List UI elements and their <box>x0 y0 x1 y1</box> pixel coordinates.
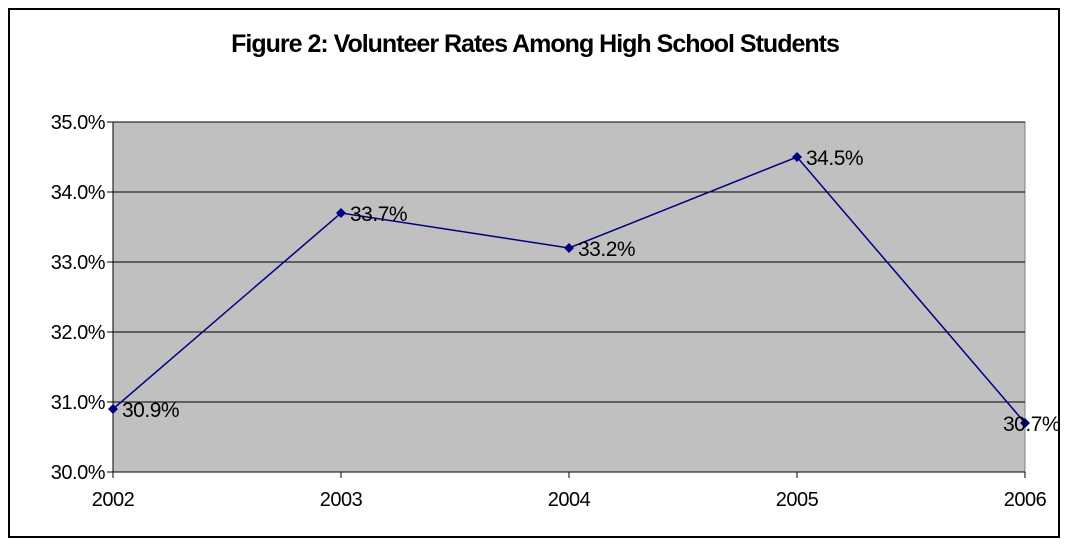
y-tick-label: 32.0% <box>51 322 106 344</box>
y-tick-labels: 30.0% 31.0% 32.0% 33.0% 34.0% 35.0% <box>51 112 106 484</box>
y-tick-label: 35.0% <box>51 112 106 134</box>
series-group <box>108 152 1030 428</box>
y-tick-label: 30.0% <box>51 462 106 484</box>
x-tick-label: 2003 <box>320 489 363 511</box>
y-tick-label: 33.0% <box>51 252 106 274</box>
x-tick-label: 2006 <box>1004 489 1047 511</box>
data-point-marker <box>564 243 574 253</box>
x-tick-label: 2002 <box>92 489 135 511</box>
x-tick-label: 2004 <box>548 489 591 511</box>
data-label: 34.5% <box>806 147 863 170</box>
plot-area <box>112 121 1026 473</box>
data-label: 30.9% <box>122 399 179 422</box>
data-point-marker <box>336 208 346 218</box>
axes <box>107 121 1026 478</box>
gridlines <box>113 121 1025 403</box>
data-label: 30.7% <box>1003 413 1060 436</box>
y-tick-label: 31.0% <box>51 392 106 414</box>
chart-title: Figure 2: Volunteer Rates Among High Sch… <box>231 30 840 58</box>
y-tick-label: 34.0% <box>51 182 106 204</box>
data-label: 33.2% <box>578 238 635 261</box>
data-point-marker <box>108 404 118 414</box>
data-labels: 30.9% 33.7% 33.2% 34.5% 30.7% <box>122 147 1061 436</box>
data-point-marker <box>792 152 802 162</box>
x-tick-label: 2005 <box>776 489 819 511</box>
data-point-marker <box>1020 418 1030 428</box>
x-tick-labels: 2002 2003 2004 2005 2006 <box>92 489 1047 511</box>
data-label: 33.7% <box>350 203 407 226</box>
